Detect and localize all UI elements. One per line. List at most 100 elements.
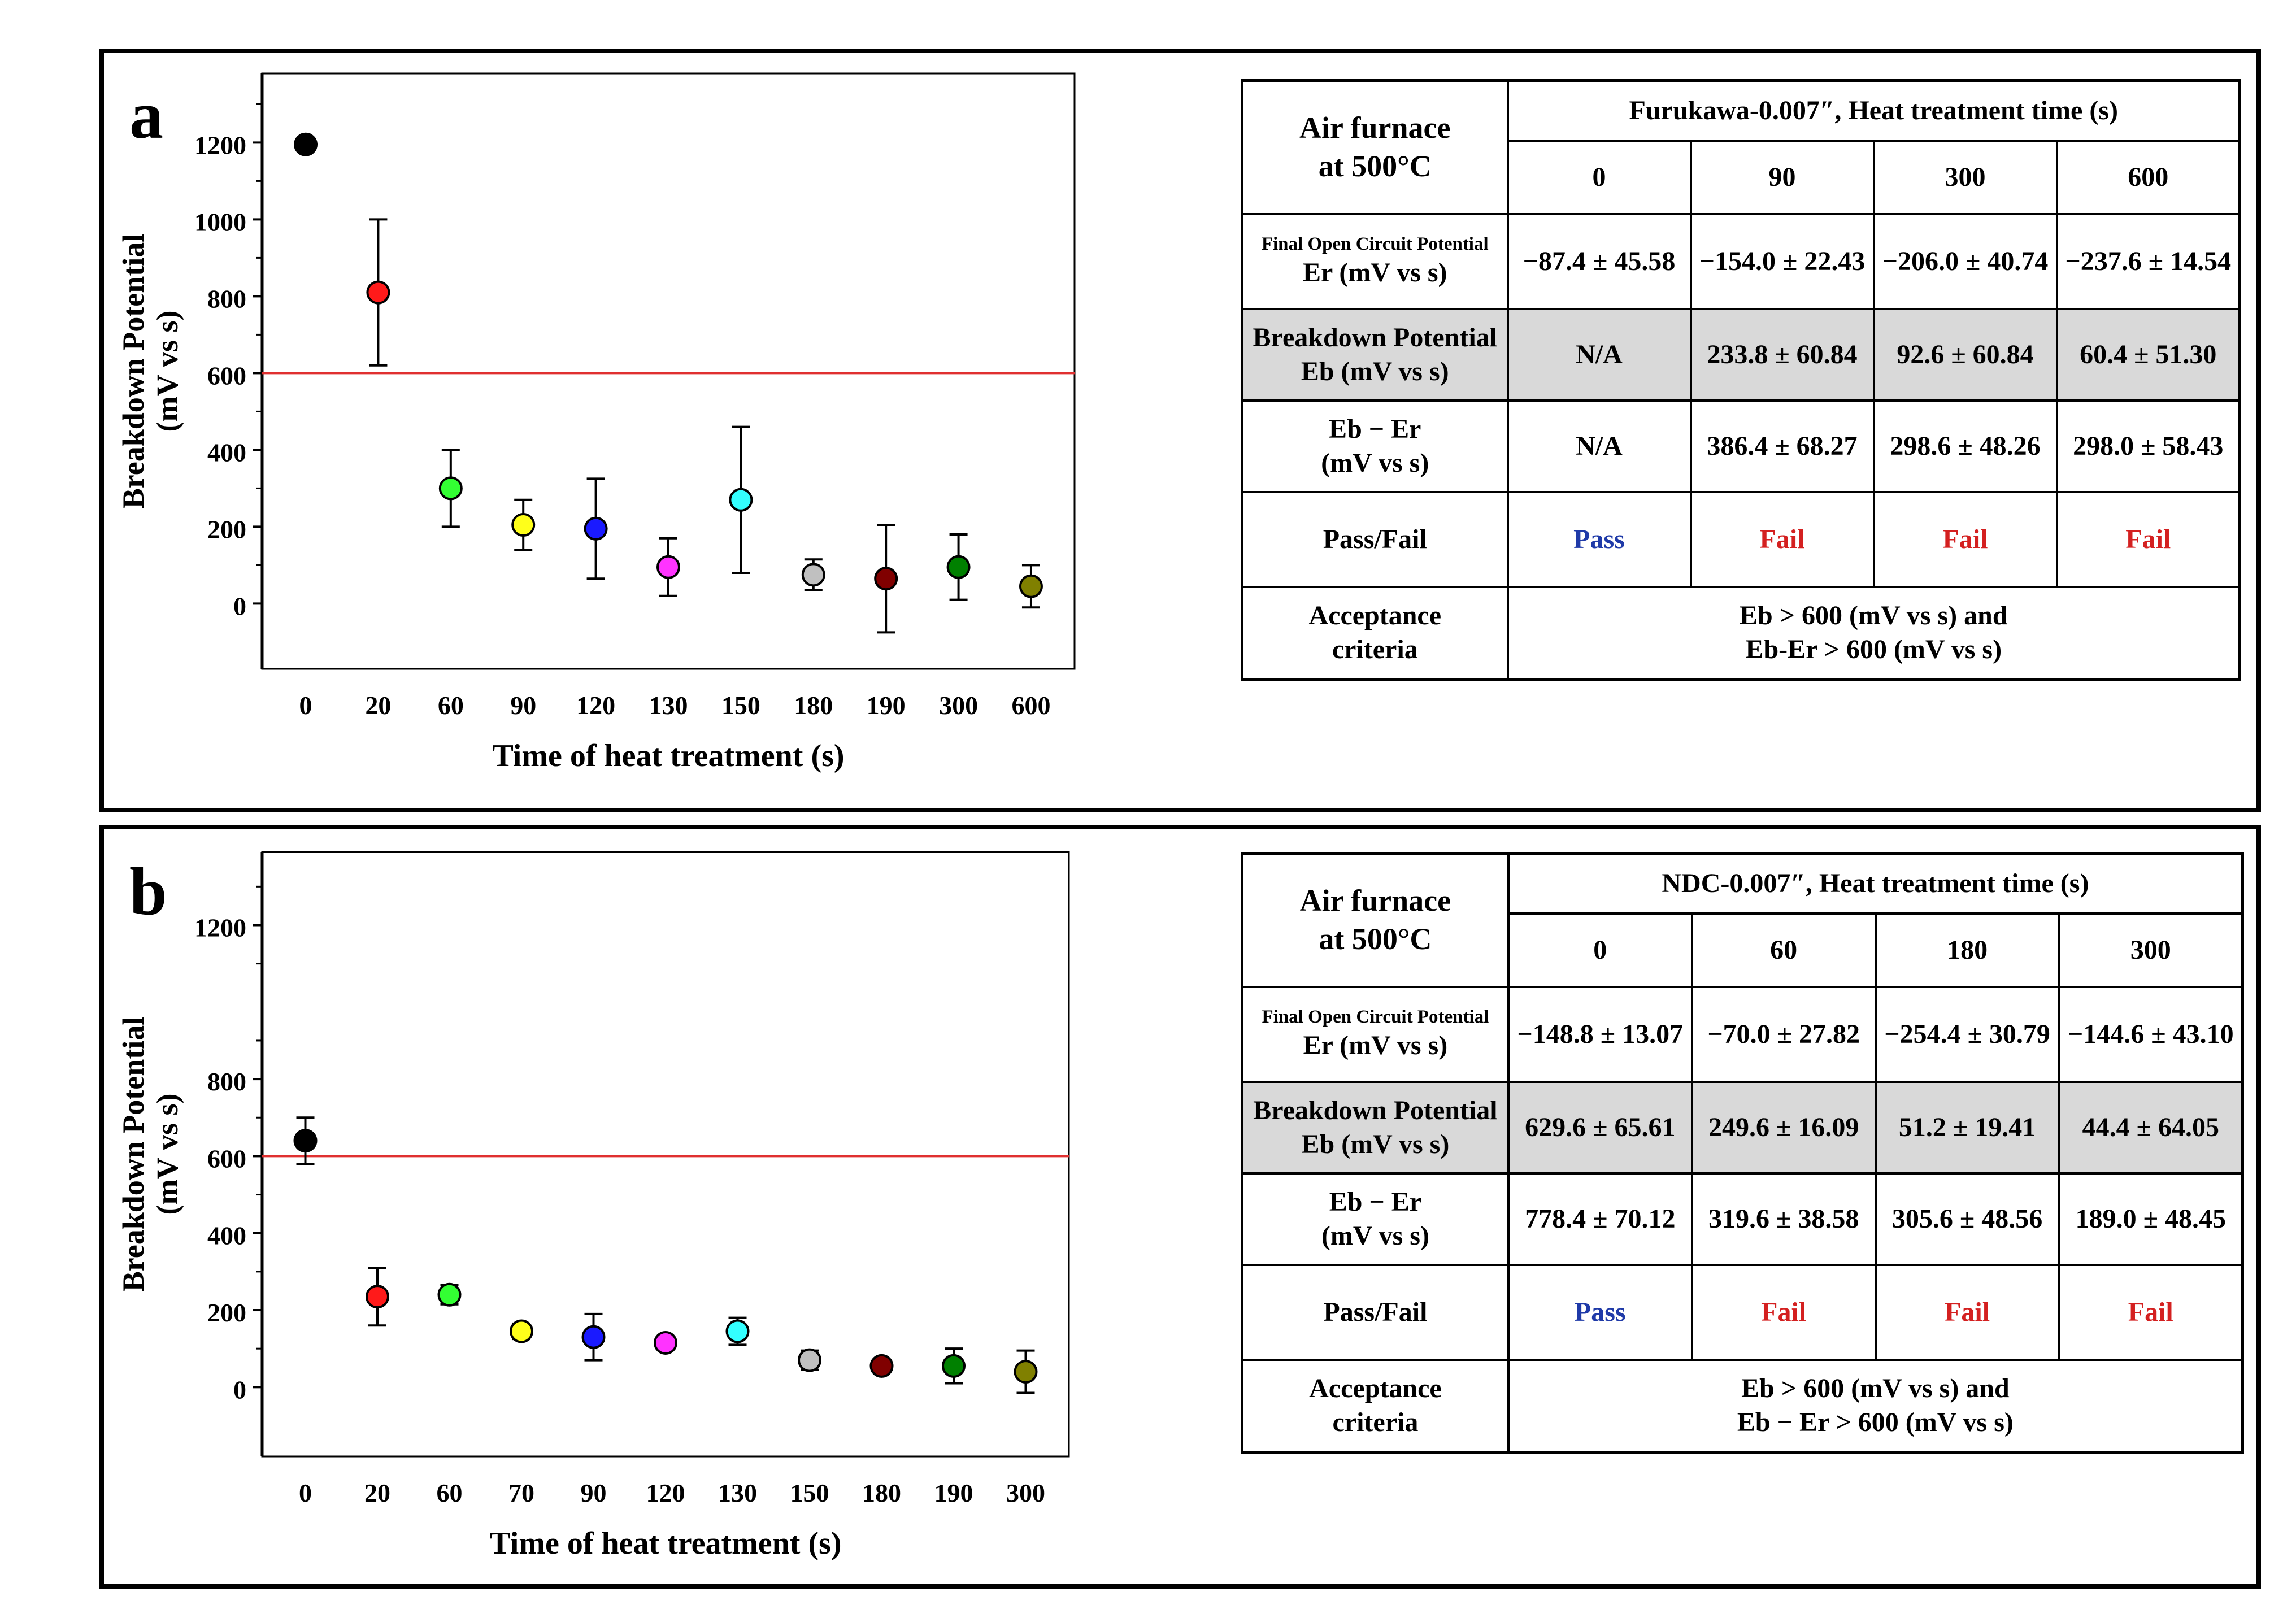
- row-label-line1: Final Open Circuit Potential: [1261, 233, 1489, 254]
- y-tick-label: 1200: [194, 131, 246, 159]
- acceptance-criteria-text: Eb > 600 (mV vs s) and Eb-Er > 600 (mV vs…: [1506, 585, 2241, 681]
- value-cell: N/A: [1506, 307, 1692, 402]
- x-tick-label: 130: [718, 1478, 757, 1507]
- data-point: [798, 1348, 821, 1372]
- value-cell: −144.6 ± 43.10: [2058, 985, 2244, 1083]
- y-tick-label: 800: [207, 1067, 246, 1096]
- acceptance-criteria-label-line1: Acceptance: [1309, 1373, 1442, 1404]
- time-header: 0: [1506, 139, 1692, 215]
- pass-fail-value: Fail: [2058, 1263, 2244, 1361]
- row-label-line1: Final Open Circuit Potential: [1262, 1006, 1489, 1027]
- acceptance-criteria-text-line1: Eb > 600 (mV vs s) and: [1739, 601, 2008, 631]
- value-cell: 60.4 ± 51.30: [2055, 307, 2241, 402]
- value-cell: 92.6 ± 60.84: [1872, 307, 2058, 402]
- value-cell: −70.0 ± 27.82: [1690, 985, 1877, 1083]
- x-axis-label: Time of heat treatment (s): [492, 738, 844, 773]
- data-point: [584, 516, 608, 541]
- x-tick-label: 0: [299, 1478, 312, 1507]
- air-furnace-header-line2: at 500°C: [1319, 921, 1432, 956]
- y-tick-label: 1000: [194, 207, 246, 236]
- time-header: 300: [1872, 139, 2058, 215]
- acceptance-criteria-label-line1: Acceptance: [1308, 601, 1442, 631]
- row-label-line1: Eb − Er: [1329, 414, 1421, 444]
- y-tick-label: 0: [233, 1375, 246, 1404]
- pass-fail-label: Pass/Fail: [1241, 1263, 1510, 1361]
- x-tick-label: 190: [934, 1478, 973, 1507]
- time-header: 180: [1874, 912, 2060, 988]
- row-label: Eb − Er (mV vs s): [1241, 399, 1509, 493]
- heat-treatment-header: NDC-0.007″, Heat treatment time (s): [1507, 852, 2244, 915]
- value-cell: 298.6 ± 48.26: [1872, 399, 2058, 493]
- data-point: [801, 563, 825, 587]
- row-label-line1: Breakdown Potential: [1253, 1095, 1498, 1125]
- value-cell: 629.6 ± 65.61: [1507, 1080, 1693, 1175]
- value-cell: −254.4 ± 30.79: [1874, 985, 2060, 1083]
- y-axis-label-line1: Breakdown Potential: [116, 234, 150, 509]
- value-cell: 249.6 ± 16.09: [1690, 1080, 1877, 1175]
- value-cell: 298.0 ± 58.43: [2055, 399, 2241, 493]
- data-point: [1019, 574, 1043, 598]
- panel-label: b: [129, 854, 167, 929]
- pass-fail-value: Fail: [1874, 1263, 2060, 1361]
- x-tick-label: 150: [721, 691, 760, 720]
- y-tick-label: 1200: [194, 913, 246, 942]
- value-cell: 778.4 ± 70.12: [1507, 1172, 1693, 1266]
- row-label: Eb − Er (mV vs s): [1241, 1172, 1510, 1266]
- x-tick-label: 120: [576, 691, 615, 720]
- data-point: [366, 280, 390, 305]
- row-label-line2: Eb (mV vs s): [1301, 1129, 1450, 1159]
- acceptance-criteria-label-line2: criteria: [1332, 1407, 1419, 1438]
- y-tick-label: 400: [207, 438, 246, 467]
- value-cell: N/A: [1506, 399, 1692, 493]
- data-point: [1014, 1360, 1038, 1384]
- data-point: [869, 1354, 894, 1378]
- data-point: [942, 1354, 966, 1378]
- value-cell: 189.0 ± 48.45: [2058, 1172, 2244, 1266]
- y-tick-label: 600: [207, 1144, 246, 1173]
- value-cell: −87.4 ± 45.58: [1506, 212, 1692, 310]
- acceptance-criteria-text-line2: Eb − Er > 600 (mV vs s): [1737, 1407, 2014, 1438]
- value-cell: −148.8 ± 13.07: [1507, 985, 1693, 1083]
- pass-fail-value: Pass: [1507, 1263, 1693, 1361]
- pass-fail-label: Pass/Fail: [1241, 490, 1509, 588]
- acceptance-criteria-label: Acceptance criteria: [1241, 1358, 1510, 1454]
- row-label: Breakdown Potential Eb (mV vs s): [1241, 1080, 1510, 1175]
- row-label-line2: Er (mV vs s): [1303, 1030, 1448, 1061]
- data-point: [294, 132, 318, 156]
- y-axis-label-line2: (mV vs s): [150, 1094, 184, 1215]
- air-furnace-header-line1: Air furnace: [1299, 111, 1451, 145]
- x-tick-label: 300: [939, 691, 978, 720]
- x-tick-label: 120: [646, 1478, 685, 1507]
- y-axis-label-line1: Breakdown Potential: [116, 1017, 150, 1292]
- air-furnace-header-line2: at 500°C: [1318, 149, 1432, 183]
- data-point: [510, 1319, 533, 1343]
- pass-fail-value: Fail: [1872, 490, 2058, 588]
- x-tick-label: 20: [364, 1478, 390, 1507]
- x-tick-label: 300: [1006, 1478, 1045, 1507]
- acceptance-criteria-text: Eb > 600 (mV vs s) and Eb − Er > 600 (mV …: [1507, 1358, 2244, 1454]
- x-tick-label: 180: [794, 691, 833, 720]
- acceptance-criteria-label-line2: criteria: [1332, 634, 1418, 665]
- panel-label: a: [129, 77, 163, 153]
- data-point: [581, 1325, 606, 1349]
- x-tick-label: 60: [438, 691, 464, 720]
- row-label-line1: Breakdown Potential: [1253, 322, 1497, 353]
- value-cell: −206.0 ± 40.74: [1872, 212, 2058, 310]
- x-tick-label: 600: [1011, 691, 1050, 720]
- y-axis-label-line2: (mV vs s): [150, 311, 184, 432]
- results-table-a: Air furnace at 500°C Furukawa-0.007″, Heat…: [1241, 79, 2241, 681]
- value-cell: −154.0 ± 22.43: [1689, 212, 1875, 310]
- air-furnace-header: Air furnace at 500°C: [1241, 852, 1510, 988]
- row-label-line2: (mV vs s): [1321, 1220, 1429, 1251]
- row-label: Final Open Circuit Potential Er (mV vs s): [1241, 985, 1510, 1083]
- value-cell: −237.6 ± 14.54: [2055, 212, 2241, 310]
- air-furnace-header-line1: Air furnace: [1299, 884, 1451, 918]
- pass-fail-value: Fail: [2055, 490, 2241, 588]
- time-header: 0: [1507, 912, 1693, 988]
- panel-b: b 0 200 400 600 800 1200 Breakdown Potential (mV…: [99, 825, 2261, 1589]
- value-cell: 233.8 ± 60.84: [1689, 307, 1875, 402]
- acceptance-criteria-text-line1: Eb > 600 (mV vs s) and: [1741, 1373, 2010, 1404]
- row-label-line2: Er (mV vs s): [1302, 258, 1447, 288]
